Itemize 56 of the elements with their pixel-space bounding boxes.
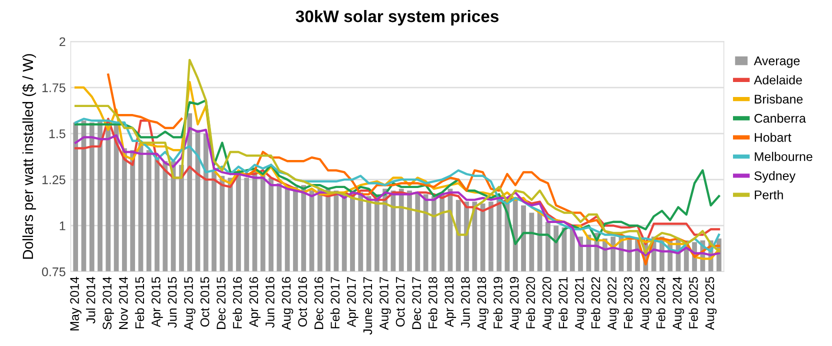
legend-label: Canberra bbox=[754, 114, 806, 123]
x-tick-label: Feb 2019 bbox=[493, 277, 502, 328]
x-tick-label: Jun 2016 bbox=[266, 277, 274, 328]
x-tick-label: Aug 2017 bbox=[380, 277, 391, 330]
x-tick-label: Feb 2015 bbox=[134, 276, 144, 328]
y-tick-label: 1 bbox=[60, 222, 66, 230]
legend-label: Brisbane bbox=[754, 94, 803, 104]
x-tick-label: Dec 2017 bbox=[412, 277, 421, 329]
x-tick-label: Sep 2014 bbox=[102, 276, 114, 330]
x-tick-label: Aug 2020 bbox=[542, 276, 554, 330]
x-tick-label: Aug 2019 bbox=[510, 277, 522, 330]
x-tick-label: Apr 2015 bbox=[152, 276, 163, 328]
x-tick-label: Jun 2015 bbox=[168, 276, 177, 328]
y-tick-label: 1.5 bbox=[49, 129, 66, 138]
y-tick-label: 2 bbox=[60, 37, 66, 46]
x-tick-label: Aug 2022 bbox=[608, 277, 619, 330]
x-tick-label: Aug 2018 bbox=[477, 277, 489, 330]
y-tick-label: 1.75 bbox=[42, 83, 66, 92]
y-axis-title: Dollars per watt installed ($ / W) bbox=[22, 54, 36, 259]
x-tick-label: Dec 2016 bbox=[314, 277, 324, 329]
x-tick-label: Feb 2025 bbox=[688, 276, 698, 328]
x-tick-label: Dec 2015 bbox=[216, 276, 226, 329]
x-tick-label: Apr 2016 bbox=[249, 277, 261, 328]
legend-label: Average bbox=[754, 56, 800, 68]
legend-label: Adelaide bbox=[754, 75, 802, 84]
x-tick-label: Feb 2022 bbox=[590, 277, 600, 328]
x-tick-label: Apr 2017 bbox=[346, 277, 358, 328]
x-tick-label: Aug 2023 bbox=[640, 277, 652, 330]
x-tick-label: Feb 2017 bbox=[330, 277, 340, 328]
x-tick-label: Aug 2021 bbox=[575, 277, 586, 330]
x-tick-label: Oct 2016 bbox=[298, 277, 307, 327]
x-tick-label: Aug 2024 bbox=[672, 276, 684, 330]
x-tick-label: Feb 2018 bbox=[428, 277, 438, 328]
x-tick-label: Feb 2021 bbox=[558, 277, 568, 328]
x-tick-label: Oct 2015 bbox=[200, 276, 210, 327]
legend-label: Hobart bbox=[754, 132, 792, 142]
x-tick-label: Aug 2025 bbox=[705, 276, 717, 330]
x-tick-label: Apr 2018 bbox=[444, 277, 456, 328]
x-tick-label: Aug 2016 bbox=[282, 277, 294, 330]
legend-label: Perth bbox=[754, 190, 783, 200]
legend-label: Sydney bbox=[754, 171, 796, 183]
x-tick-label: Jul 2014 bbox=[86, 276, 96, 324]
x-tick-label: Feb 2024 bbox=[656, 276, 666, 328]
y-tick-label: 0.75 bbox=[42, 267, 66, 276]
x-tick-label: Feb 2020 bbox=[526, 276, 536, 328]
x-tick-label: May 2014 bbox=[70, 276, 82, 330]
chart-title: 30kW solar system prices bbox=[296, 10, 499, 26]
x-tick-label: Jun 2018 bbox=[461, 277, 470, 328]
x-tick-label: Oct 2017 bbox=[396, 277, 405, 327]
x-tick-label: Aug 2015 bbox=[184, 276, 196, 330]
y-tick-label: 1.25 bbox=[42, 175, 66, 184]
x-tick-label: Nov 2014 bbox=[118, 276, 128, 329]
x-tick-label: June 2017 bbox=[363, 277, 372, 335]
x-tick-label: Feb 2023 bbox=[624, 277, 633, 328]
x-tick-label: Feb 2016 bbox=[232, 277, 242, 328]
legend-label: Melbourne bbox=[754, 152, 812, 162]
